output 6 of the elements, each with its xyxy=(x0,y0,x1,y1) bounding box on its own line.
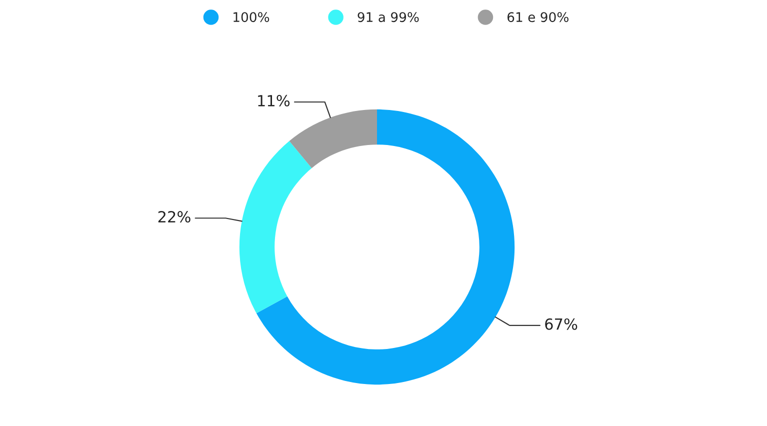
data-label: 11% xyxy=(258,94,290,106)
legend-label: 91 a 99% xyxy=(358,12,419,22)
data-label: 22% xyxy=(158,211,190,223)
legend-label: 61 e 90% xyxy=(508,12,568,22)
data-label: 67% xyxy=(545,318,578,330)
legend-label: 100% xyxy=(234,12,270,22)
